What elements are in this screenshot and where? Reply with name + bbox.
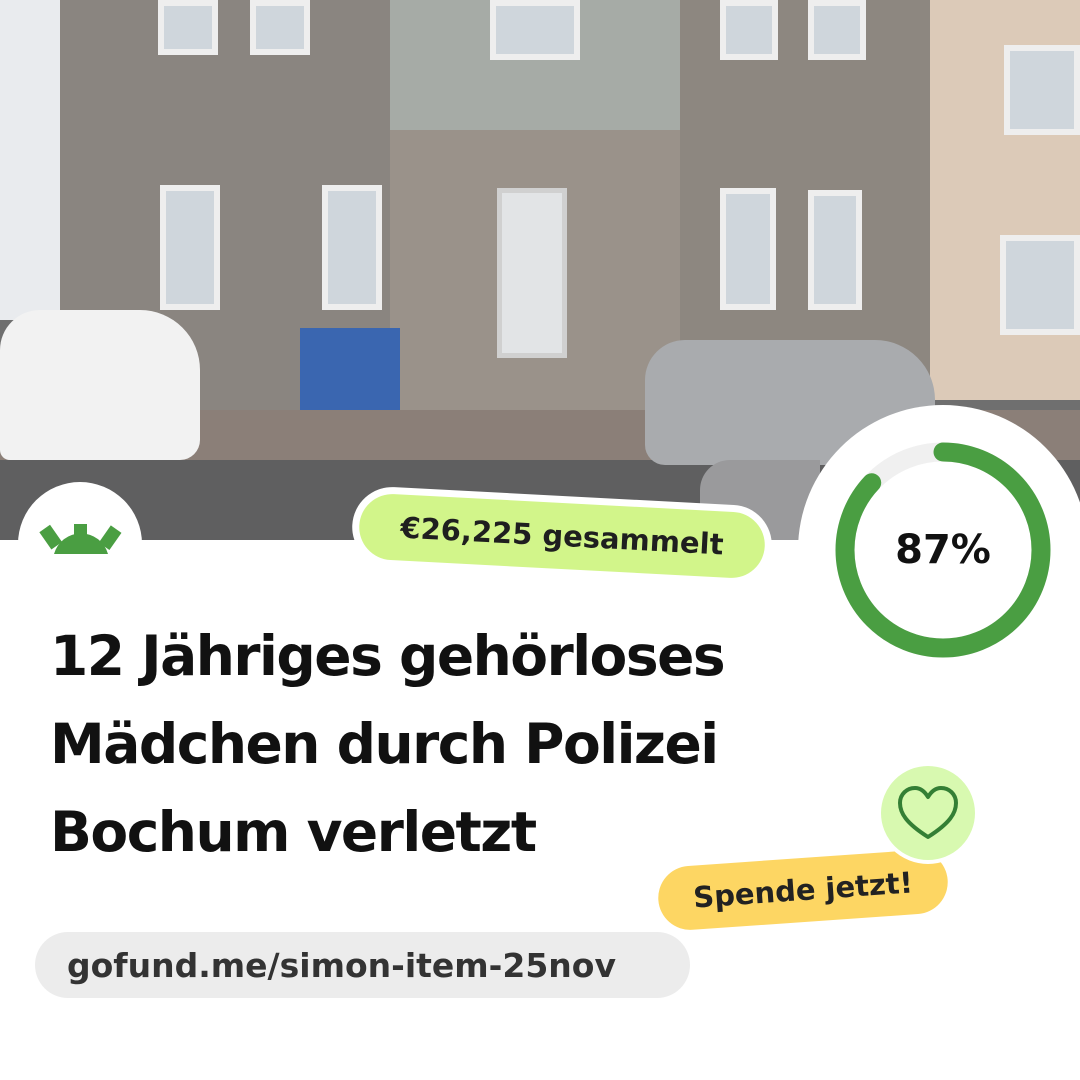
heart-outline-icon <box>898 786 958 839</box>
progress-ring <box>798 405 1080 695</box>
gofundme-logo <box>18 482 142 606</box>
title-line: Bochum verletzt <box>50 800 537 864</box>
progress-percent: 87% <box>895 527 991 573</box>
campaign-photo <box>0 0 1080 540</box>
gofundme-sun-logo-icon <box>39 524 122 554</box>
progress-arc <box>835 442 1051 658</box>
heart-badge <box>877 762 979 864</box>
title-line: Mädchen durch Polizei <box>50 712 719 776</box>
campaign-title: 12 Jähriges gehörloses Mädchen durch Pol… <box>50 612 726 876</box>
amount-raised-text: €26,225 gesammelt <box>357 492 767 580</box>
title-line: 12 Jähriges gehörloses <box>50 624 726 688</box>
campaign-url[interactable]: gofund.me/simon-item-25nov <box>35 932 690 998</box>
donate-label: Spende jetzt! <box>656 847 950 933</box>
